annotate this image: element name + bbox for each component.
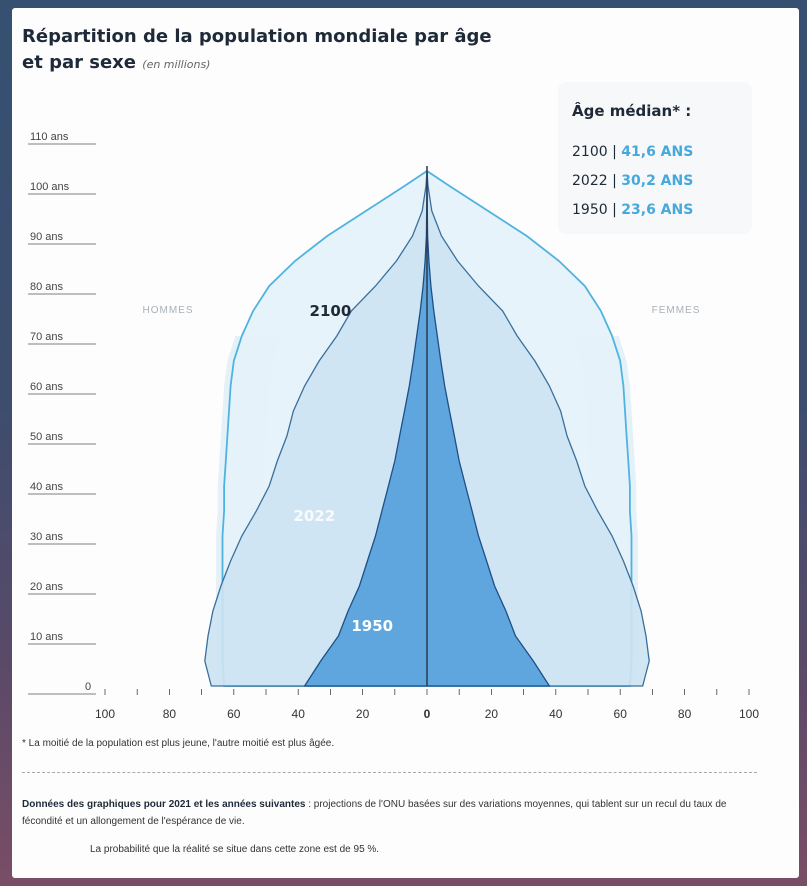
legend-value: 30,2 ANS (621, 173, 694, 189)
y-tick-label: 110 ans (30, 131, 69, 143)
y-tick-label: 60 ans (30, 381, 64, 393)
x-tick-label: 100 (739, 707, 759, 721)
series-labels: 2100 2022 1950 (293, 302, 393, 635)
x-tick-label: 60 (227, 707, 241, 721)
x-tick-label: 40 (549, 707, 563, 721)
note-bold: Données des graphiques pour 2021 et les … (22, 799, 306, 810)
x-axis: 100 80 60 40 20 0 20 40 60 80 100 (95, 689, 759, 721)
legend-sep: | (607, 144, 622, 160)
legend-row-2022: 2022 | 30,2 ANS (572, 173, 693, 189)
separator (22, 772, 757, 773)
x-tick-label: 60 (614, 707, 628, 721)
y-tick-label: 0 (85, 681, 91, 693)
y-tick-label: 70 ans (30, 331, 64, 343)
data-note: Données des graphiques pour 2021 et les … (22, 796, 762, 830)
title-line-1: Répartition de la population mondiale pa… (22, 26, 492, 47)
legend-row-1950: 1950 | 23,6 ANS (572, 202, 693, 218)
chart-title: Répartition de la population mondiale pa… (22, 24, 622, 78)
y-tick-label: 80 ans (30, 281, 64, 293)
series-label-2100: 2100 (310, 302, 352, 320)
title-line-2-wrap: et par sexe (en millions) (22, 50, 622, 78)
side-label-left: HOMMES (143, 305, 194, 316)
y-tick-label: 100 ans (30, 181, 70, 193)
y-tick-label: 20 ans (30, 581, 64, 593)
legend-title: Âge médian* : (572, 102, 692, 120)
side-label-right: FEMMES (652, 305, 701, 316)
footnote: * La moitié de la population est plus je… (22, 738, 335, 749)
x-tick-label: 20 (356, 707, 370, 721)
x-tick-label: 20 (485, 707, 499, 721)
legend-value: 41,6 ANS (621, 144, 694, 160)
y-tick-label: 50 ans (30, 431, 64, 443)
x-tick-label: 80 (678, 707, 692, 721)
y-tick-label: 90 ans (30, 231, 64, 243)
median-age-legend: Âge médian* : 2100 | 41,6 ANS 2022 | 30,… (558, 82, 752, 234)
title-line-2: et par sexe (22, 52, 136, 73)
series-label-2022: 2022 (293, 507, 335, 525)
x-tick-label: 100 (95, 707, 115, 721)
x-tick-label: 0 (424, 707, 431, 721)
probability-note: La probabilité que la réalité se situe d… (90, 844, 380, 855)
title-unit: (en millions) (142, 58, 211, 71)
series-label-1950: 1950 (351, 617, 393, 635)
y-axis: 0 10 ans 20 ans 30 ans 40 ans 50 ans 60 ans 70 … (28, 131, 96, 695)
x-tick-label: 80 (163, 707, 177, 721)
y-tick-label: 10 ans (30, 631, 64, 643)
note-text: : projections de l'ONU basées sur des va… (22, 799, 727, 827)
legend-value: 23,6 ANS (621, 202, 694, 218)
legend-sep: | (607, 202, 622, 218)
legend-year: 2100 (572, 144, 608, 160)
legend-year: 2022 (572, 173, 608, 189)
legend-year: 1950 (572, 202, 608, 218)
x-tick-label: 40 (292, 707, 306, 721)
y-tick-label: 30 ans (30, 531, 64, 543)
legend-sep: | (607, 173, 622, 189)
y-tick-label: 40 ans (30, 481, 64, 493)
legend-row-2100: 2100 | 41,6 ANS (572, 144, 693, 160)
pyramid-areas (204, 166, 650, 687)
